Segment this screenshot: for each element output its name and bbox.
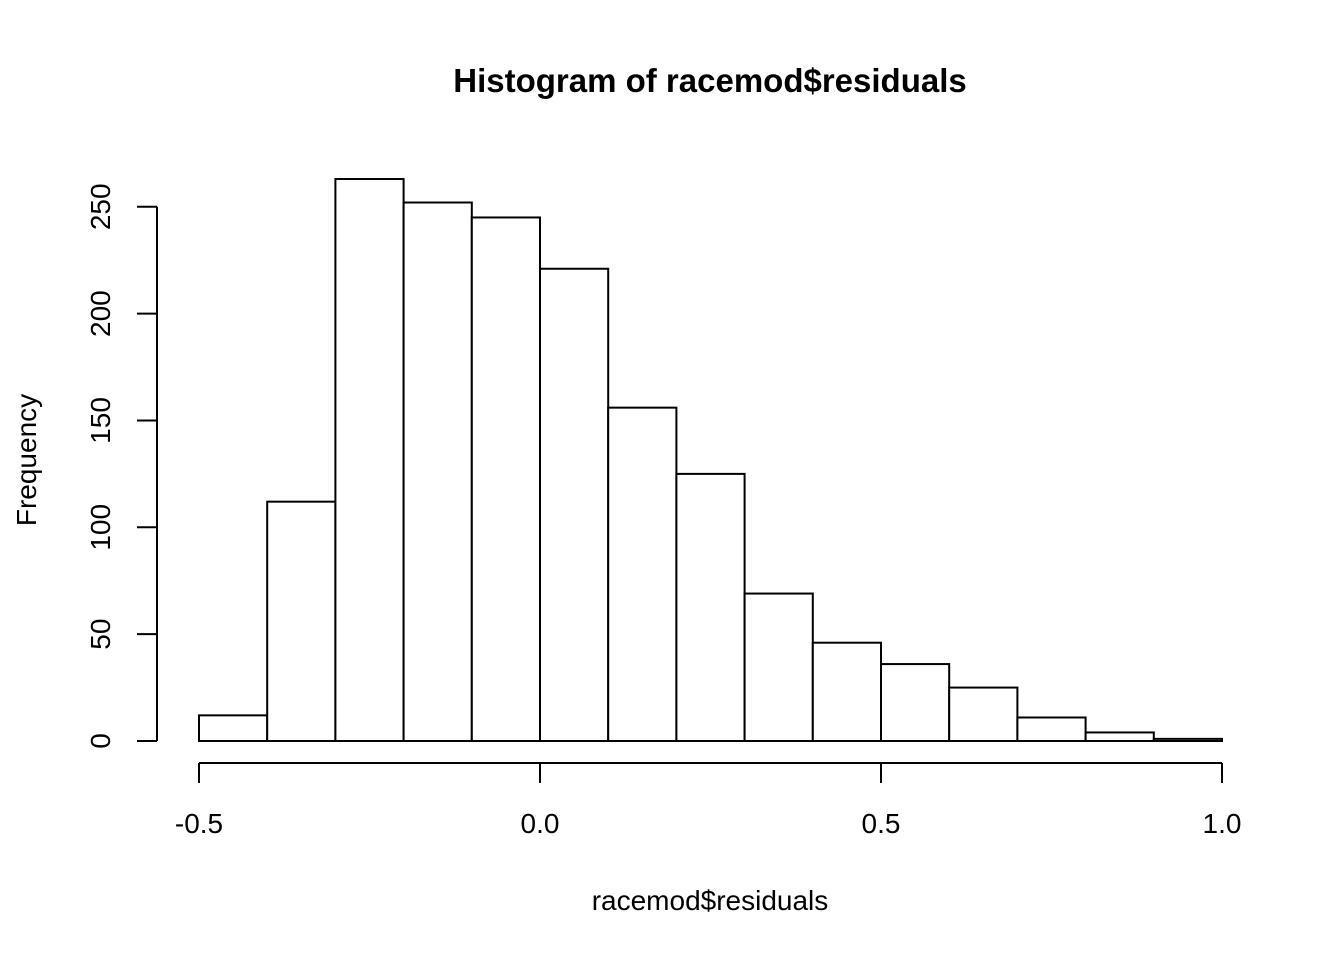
- histogram-bar: [743, 592, 814, 742]
- histogram-bar: [1152, 737, 1224, 742]
- x-axis-label: racemod$residuals: [592, 885, 829, 916]
- x-tick-label: 1.0: [1203, 808, 1242, 839]
- y-tick-label: 200: [85, 290, 116, 337]
- histogram-bar: [402, 201, 473, 743]
- y-tick-label: 100: [85, 504, 116, 551]
- y-tick-label: 150: [85, 397, 116, 444]
- histogram-bar: [880, 663, 951, 743]
- x-tick-label: 0.5: [862, 808, 901, 839]
- histogram-bar: [334, 178, 405, 742]
- histogram-bar: [811, 641, 882, 743]
- bars-group: [198, 178, 1224, 743]
- y-tick-label: 250: [85, 183, 116, 230]
- histogram-bar: [539, 267, 610, 742]
- histogram-bar: [1016, 716, 1087, 743]
- y-axis-label: Frequency: [11, 394, 42, 526]
- chart-title: Histogram of racemod$residuals: [453, 62, 967, 99]
- histogram-bar: [607, 406, 678, 742]
- y-tick-label: 50: [85, 619, 116, 650]
- x-tick-label: -0.5: [175, 808, 223, 839]
- x-tick-label: 0.0: [521, 808, 560, 839]
- histogram-bar: [1084, 731, 1155, 742]
- y-tick-label: 0: [85, 733, 116, 749]
- y-axis: 0 50 100 150 200 250: [85, 183, 158, 749]
- histogram-bar: [675, 472, 746, 742]
- histogram-bar: [948, 686, 1019, 742]
- histogram-bar: [266, 500, 337, 742]
- histogram-bar: [470, 216, 541, 743]
- histogram-bar: [198, 714, 269, 743]
- x-axis: -0.5 0.0 0.5 1.0: [175, 762, 1242, 839]
